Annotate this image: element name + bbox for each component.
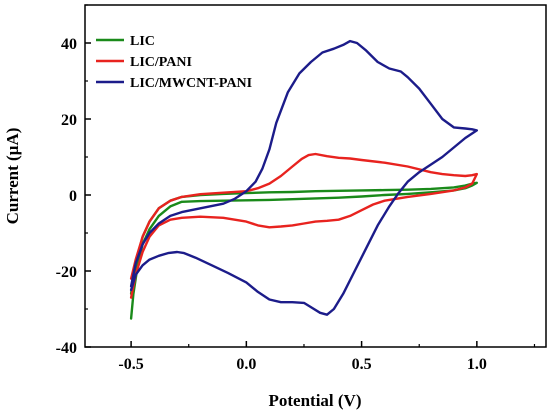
x-tick-label: 1.0	[467, 356, 487, 373]
legend-label: LIC	[130, 34, 155, 49]
y-axis-title: Current (µA)	[3, 128, 22, 225]
legend-label: LIC/PANI	[130, 55, 192, 70]
series-line-lic-mwcnt-pani	[129, 39, 478, 316]
series-line-lic-pani	[129, 152, 478, 299]
x-axis-title: Potential (V)	[268, 391, 361, 410]
x-tick-label: -0.5	[118, 356, 143, 373]
y-tick-label: 0	[69, 188, 77, 205]
y-tick-label: -20	[56, 264, 77, 281]
x-axis-ticks: -0.5 0.0 0.5 1.0	[118, 341, 536, 373]
legend-label: LIC/MWCNT-PANI	[130, 76, 252, 91]
series-line-lic	[129, 181, 478, 320]
x-tick-label: 0.5	[352, 356, 372, 373]
plot-frame	[84, 4, 547, 348]
x-tick-label: 0.0	[236, 356, 256, 373]
legend: LIC LIC/PANI LIC/MWCNT-PANI	[96, 34, 252, 91]
y-axis-ticks: -40 -20 0 20 40	[56, 4, 91, 357]
y-tick-label: 20	[61, 112, 77, 129]
series-group	[129, 39, 478, 320]
y-tick-label: -40	[56, 340, 77, 357]
y-tick-label: 40	[61, 36, 77, 53]
